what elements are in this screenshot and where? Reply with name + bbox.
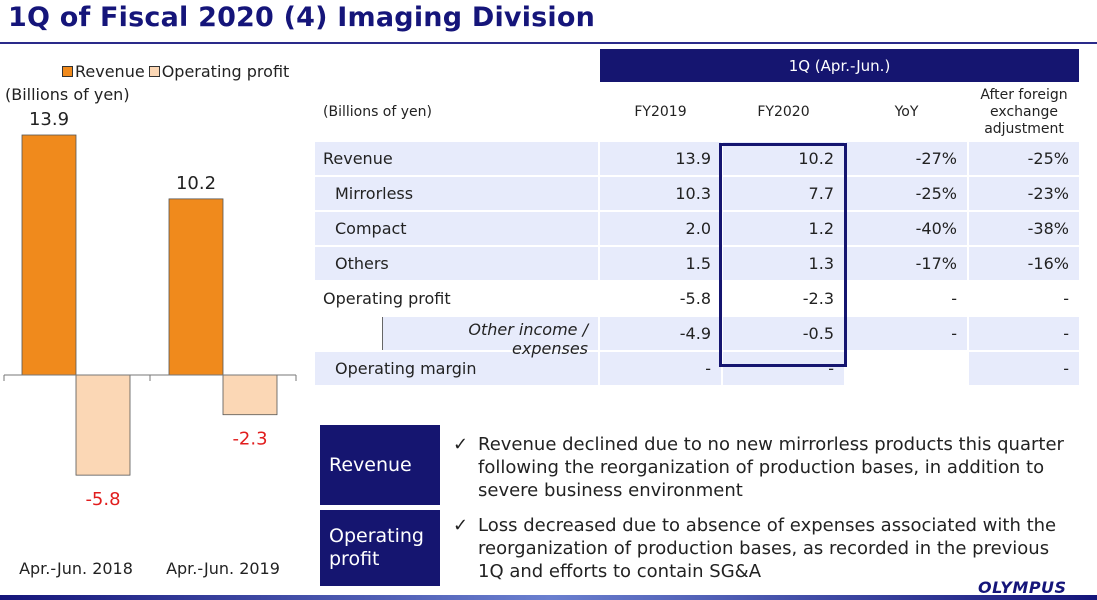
title-underline <box>0 42 1097 44</box>
table-row: Others 1.5 1.3 -17% -16% <box>315 247 1079 280</box>
col-header-fy2020: FY2020 <box>757 104 810 120</box>
legend-label-operating-profit: Operating profit <box>161 62 290 81</box>
bar-chart: 13.9 -5.8 Apr.-Jun. 2018 10.2 -2.3 Apr.-Jun. … <box>3 109 297 578</box>
cell-fy2020: -2.3 <box>802 289 834 308</box>
revenue-bar <box>168 198 224 376</box>
cell-fx: -38% <box>969 212 1079 245</box>
note-label-revenue: Revenue <box>320 425 440 505</box>
operating-profit-bar <box>222 374 278 416</box>
chart-unit-label: (Billions of yen) <box>5 85 130 104</box>
cell-fy2020: 10.2 <box>723 142 844 175</box>
row-label: Others <box>315 247 598 280</box>
cell-fx: -23% <box>969 177 1079 210</box>
cell-fy2020: 1.3 <box>723 247 844 280</box>
cell-yoy: -40% <box>846 212 967 245</box>
table-row: Operating profit -5.8 -2.3 - - <box>315 282 1079 315</box>
note-text-operating-profit: Loss decreased due to absence of expense… <box>478 515 1057 582</box>
row-label: Mirrorless <box>315 177 598 210</box>
table-row: Revenue 13.9 10.2 -27% -25% <box>315 142 1079 175</box>
cell-fx: -25% <box>969 142 1079 175</box>
fy2020-highlight-box <box>719 143 847 367</box>
cell-fx: - <box>1063 289 1069 308</box>
legend-swatch-revenue <box>62 66 73 77</box>
revenue-bar <box>21 134 77 376</box>
cell-fy2020: 7.7 <box>723 177 844 210</box>
cell-fy2019: -5.8 <box>679 289 711 308</box>
table-row: Compact 2.0 1.2 -40% -38% <box>315 212 1079 245</box>
note-revenue: ✓ Revenue declined due to no new mirrorl… <box>453 433 1073 502</box>
period-header: 1Q (Apr.-Jun.) <box>600 49 1079 82</box>
row-label: Other income / expenses <box>468 320 588 358</box>
cell-fy2019: 13.9 <box>600 142 721 175</box>
cell-yoy: - <box>951 289 957 308</box>
chart-legend: Revenue Operating profit <box>62 62 293 81</box>
olympus-logo: OLYMPUS <box>978 578 1067 597</box>
cell-fx: -16% <box>969 247 1079 280</box>
cell-yoy: - <box>846 317 967 350</box>
cell-fy2019: 10.3 <box>600 177 721 210</box>
revenue-value-label: 13.9 <box>29 109 69 130</box>
category-label: Apr.-Jun. 2019 <box>166 559 280 578</box>
legend-label-revenue: Revenue <box>75 62 145 81</box>
col-header-fx-adjustment: After foreign exchange adjustment <box>980 86 1068 137</box>
col-header-unit: (Billions of yen) <box>323 104 432 120</box>
operating-profit-value-label: -5.8 <box>85 489 120 510</box>
table-row: Operating margin - - - <box>315 352 1079 385</box>
cell-fy2020: -0.5 <box>723 317 844 350</box>
table-row: Other income / expenses -4.9 -0.5 - - <box>315 317 1079 358</box>
note-text-revenue: Revenue declined due to no new mirrorles… <box>478 434 1064 501</box>
financial-table-container: 1Q (Apr.-Jun.) (Billions of yen) FY2019 … <box>313 47 1097 387</box>
row-label: Operating profit <box>323 289 451 308</box>
cell-yoy: -25% <box>846 177 967 210</box>
col-header-yoy: YoY <box>894 104 919 120</box>
checkmark-icon: ✓ <box>453 515 469 536</box>
cell-fx: - <box>969 317 1079 350</box>
cell-fy2019: - <box>600 352 721 385</box>
row-label: Compact <box>315 212 598 245</box>
financial-table: 1Q (Apr.-Jun.) (Billions of yen) FY2019 … <box>313 47 1081 387</box>
note-label-operating-profit: Operating profit <box>320 510 440 586</box>
cell-yoy <box>846 352 967 385</box>
footer-bar <box>0 595 1097 600</box>
cell-yoy: -27% <box>846 142 967 175</box>
row-label: Revenue <box>315 142 598 175</box>
row-label: Operating margin <box>315 352 598 385</box>
cell-fy2019: 2.0 <box>600 212 721 245</box>
operating-profit-value-label: -2.3 <box>232 429 267 450</box>
legend-swatch-operating-profit <box>148 66 160 77</box>
cell-fy2020: - <box>723 352 844 385</box>
cell-fx: - <box>969 352 1079 385</box>
checkmark-icon: ✓ <box>453 434 469 455</box>
category-label: Apr.-Jun. 2018 <box>19 559 133 578</box>
cell-fy2020: 1.2 <box>723 212 844 245</box>
sub-row-indent-box: Other income / expenses <box>382 317 598 358</box>
table-row: Mirrorless 10.3 7.7 -25% -23% <box>315 177 1079 210</box>
cell-fy2019: -4.9 <box>600 317 721 350</box>
note-operating-profit: ✓ Loss decreased due to absence of expen… <box>453 514 1073 583</box>
cell-fy2019: 1.5 <box>600 247 721 280</box>
revenue-value-label: 10.2 <box>176 173 216 194</box>
operating-profit-bar <box>75 374 131 476</box>
cell-yoy: -17% <box>846 247 967 280</box>
page-title: 1Q of Fiscal 2020 (4) Imaging Division <box>8 2 596 33</box>
col-header-fy2019: FY2019 <box>634 104 687 120</box>
